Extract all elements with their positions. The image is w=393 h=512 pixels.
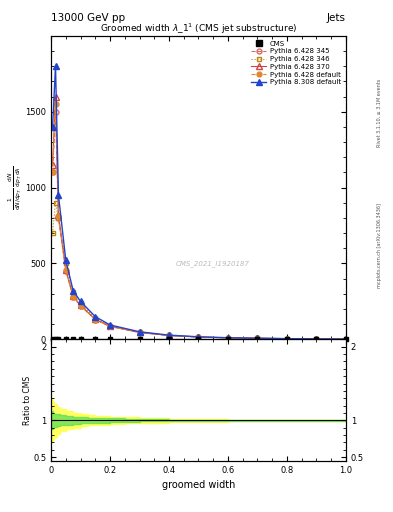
Text: mcplots.cern.ch [arXiv:1306.3436]: mcplots.cern.ch [arXiv:1306.3436] (377, 203, 382, 288)
Text: CMS_2021_I1920187: CMS_2021_I1920187 (176, 260, 250, 267)
Title: Groomed width $\lambda\_1^1$ (CMS jet substructure): Groomed width $\lambda\_1^1$ (CMS jet su… (100, 22, 297, 36)
Y-axis label: Ratio to CMS: Ratio to CMS (23, 375, 32, 424)
Text: Jets: Jets (327, 13, 346, 23)
X-axis label: groomed width: groomed width (162, 480, 235, 490)
Legend: CMS, Pythia 6.428 345, Pythia 6.428 346, Pythia 6.428 370, Pythia 6.428 default,: CMS, Pythia 6.428 345, Pythia 6.428 346,… (250, 39, 342, 87)
Text: 13000 GeV pp: 13000 GeV pp (51, 13, 125, 23)
Text: Rivet 3.1.10, ≥ 3.1M events: Rivet 3.1.10, ≥ 3.1M events (377, 78, 382, 147)
Y-axis label: $\frac{1}{\mathrm{d}N/\mathrm{d}p_T}\ \frac{\mathrm{d}N}{\mathrm{d}p_T\,\mathrm{: $\frac{1}{\mathrm{d}N/\mathrm{d}p_T}\ \f… (7, 165, 24, 210)
